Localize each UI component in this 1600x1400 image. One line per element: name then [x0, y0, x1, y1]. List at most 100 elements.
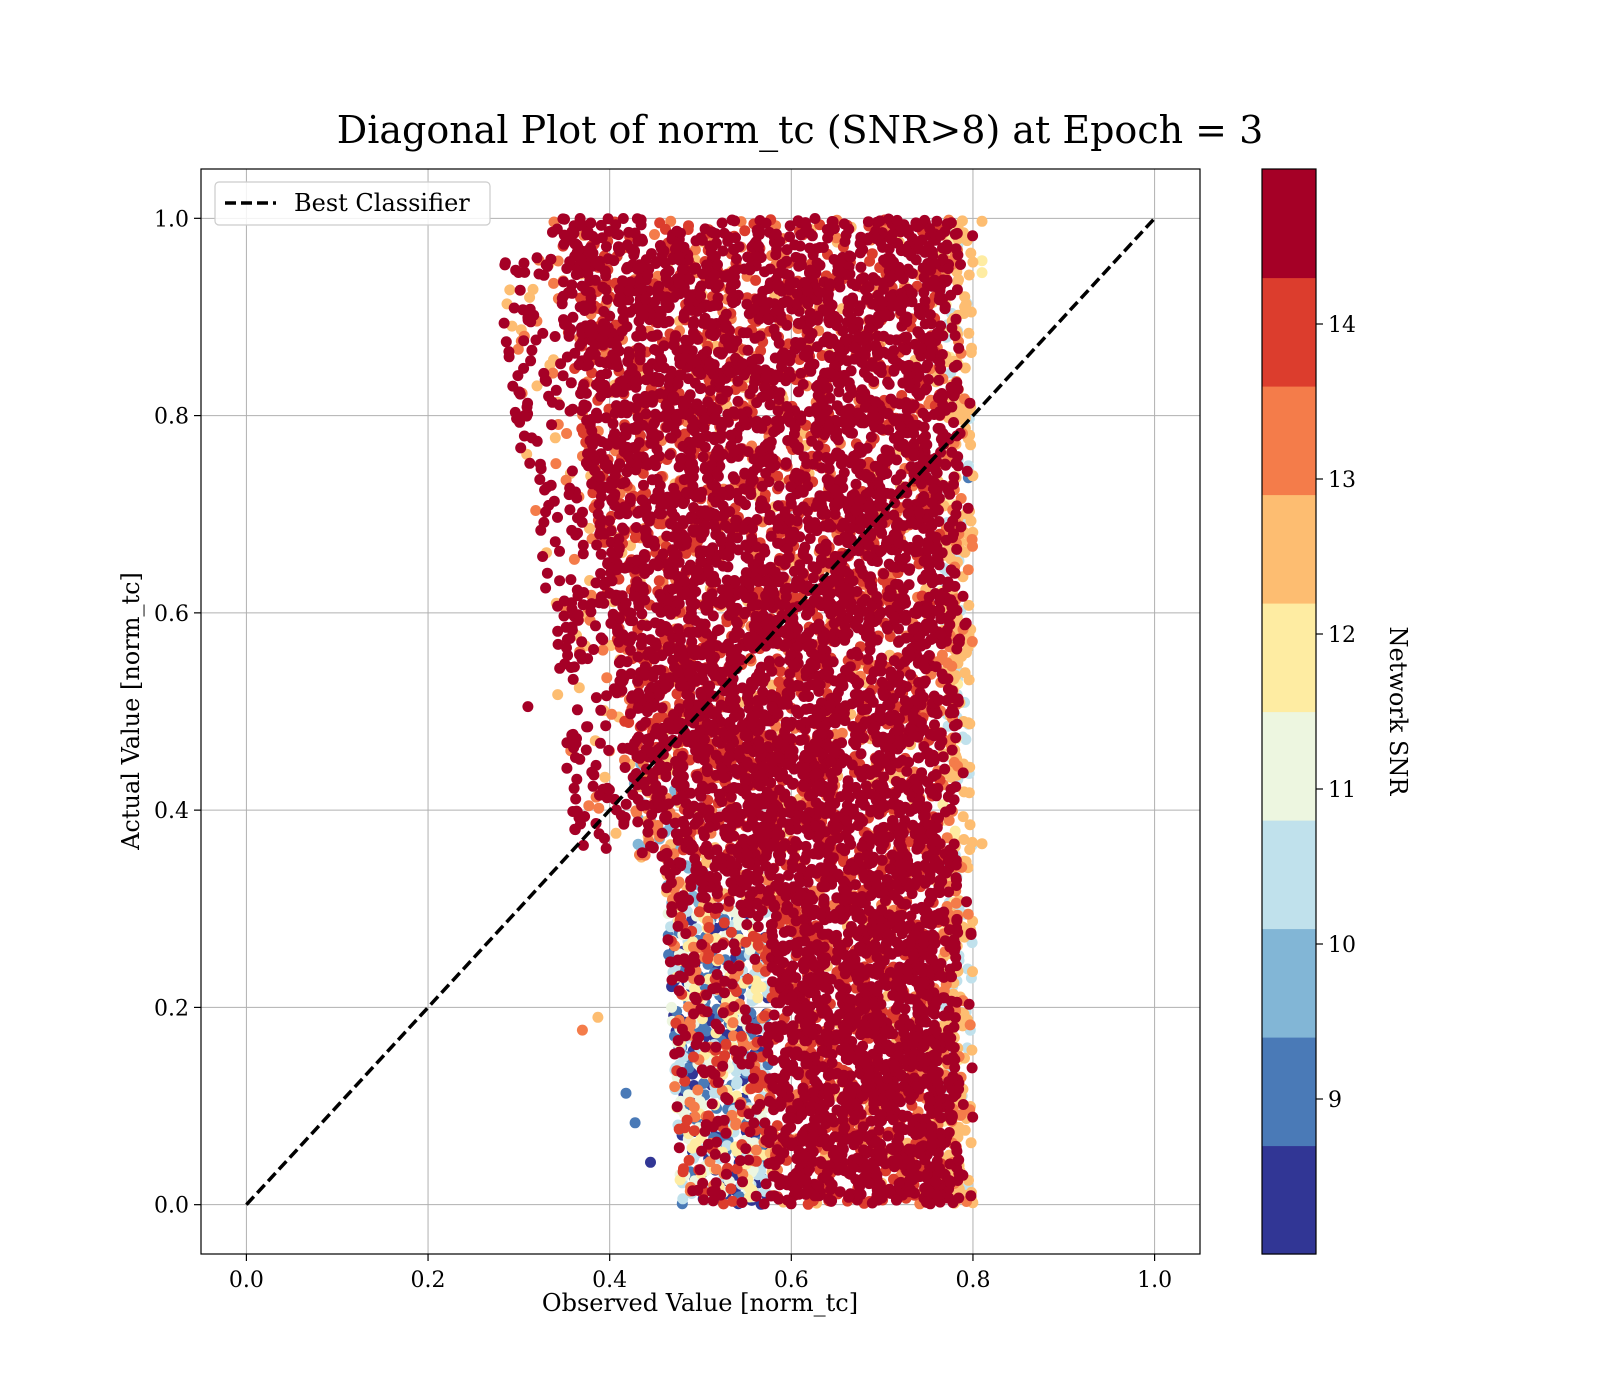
scatter-point — [584, 522, 595, 534]
scatter-point — [943, 1100, 955, 1111]
scatter-point — [548, 277, 560, 289]
scatter-point — [948, 478, 959, 490]
scatter-point — [688, 1125, 700, 1137]
scatter-point — [955, 521, 967, 533]
scatter-point — [959, 619, 971, 631]
scatter-point — [957, 1099, 969, 1110]
scatter-point — [945, 217, 957, 229]
scatter-point — [950, 732, 962, 744]
scatter-point — [736, 1197, 748, 1208]
scatter-point — [733, 919, 745, 931]
scatter-point — [958, 786, 970, 798]
scatter-point — [945, 289, 957, 301]
scatter-point — [948, 567, 960, 579]
scatter-point — [950, 859, 962, 871]
scatter-point — [725, 1183, 737, 1195]
scatter-point — [592, 1011, 604, 1023]
scatter-point — [950, 243, 962, 255]
scatter-point — [947, 848, 959, 860]
scatter-point — [951, 543, 963, 555]
scatter-point — [549, 432, 561, 444]
scatter-point — [943, 1076, 955, 1088]
scatter-point — [599, 771, 611, 783]
scatter-point — [965, 929, 977, 940]
scatter-point — [949, 825, 961, 837]
scatter-point — [693, 906, 705, 918]
scatter-point — [957, 767, 969, 779]
scatter-point — [673, 985, 685, 997]
scatter-point — [952, 693, 964, 705]
scatter-point — [946, 971, 957, 983]
scatter-point — [947, 1197, 959, 1209]
scatter-point — [964, 1019, 976, 1031]
scatter-point — [550, 458, 562, 470]
scatter-point — [951, 718, 963, 730]
scatter-point — [552, 689, 564, 701]
scatter-point — [620, 1087, 632, 1099]
scatter-point — [688, 1101, 700, 1113]
scatter-point — [966, 1062, 978, 1074]
scatter-point — [656, 827, 668, 839]
scatter-point — [720, 1038, 732, 1050]
scatter-point — [606, 708, 618, 720]
scatter-point — [953, 274, 964, 286]
scatter-point — [504, 284, 516, 296]
scatter-point — [740, 1143, 752, 1155]
scatter-point — [976, 255, 988, 267]
scatter-point — [967, 1111, 979, 1123]
scatter-point — [954, 633, 966, 645]
scatter-point — [951, 604, 963, 616]
scatter-point — [735, 1030, 747, 1042]
scatter-point — [942, 673, 954, 685]
scatter-point — [959, 362, 971, 374]
scatter-point — [689, 983, 700, 995]
scatter-point — [955, 259, 966, 270]
scatter-point — [629, 1117, 641, 1129]
scatter-point — [942, 263, 954, 275]
scatter-point — [688, 1051, 699, 1063]
scatter-point — [836, 727, 848, 739]
scatter-point — [530, 505, 542, 516]
scatter-point — [946, 1111, 958, 1123]
scatter-point — [866, 248, 878, 260]
scatter-point — [950, 1140, 962, 1152]
scatter-point — [576, 1024, 588, 1036]
scatter-point — [943, 924, 955, 936]
scatter-point — [677, 1193, 689, 1205]
scatter-point — [678, 1163, 689, 1175]
scatter-point — [951, 227, 963, 239]
scatter-point — [938, 1010, 950, 1022]
scatter-point — [959, 1124, 971, 1136]
scatter-point — [698, 1194, 710, 1206]
scatter-point — [752, 992, 764, 1004]
scatter-point — [752, 921, 764, 933]
scatter-points — [498, 213, 988, 1210]
scatter-point — [961, 647, 972, 659]
scatter-point — [962, 908, 974, 920]
scatter-point — [524, 291, 536, 303]
scatter-point — [957, 1169, 969, 1181]
scatter-point — [959, 291, 971, 303]
scatter-point — [686, 1142, 698, 1154]
scatter-point — [666, 1001, 678, 1013]
scatter-point — [950, 952, 962, 964]
scatter-point — [940, 534, 952, 546]
scatter-point — [774, 656, 786, 668]
scatter-point — [669, 1081, 681, 1093]
scatter-point — [948, 1021, 960, 1033]
scatter-point — [976, 267, 988, 279]
scatter-point — [945, 783, 957, 795]
scatter-point — [964, 819, 976, 831]
scatter-point — [773, 480, 785, 492]
scatter-point — [957, 590, 969, 602]
scatter-point — [948, 794, 960, 806]
scatter-point — [966, 937, 978, 949]
scatter-point — [561, 428, 573, 439]
scatter-point — [964, 397, 976, 409]
scatter-point — [692, 1084, 704, 1096]
scatter-point — [645, 1156, 656, 1168]
scatter-point — [673, 1123, 685, 1135]
scatter-point — [739, 225, 751, 237]
scatter-point — [731, 1078, 742, 1090]
scatter-point — [962, 717, 974, 729]
